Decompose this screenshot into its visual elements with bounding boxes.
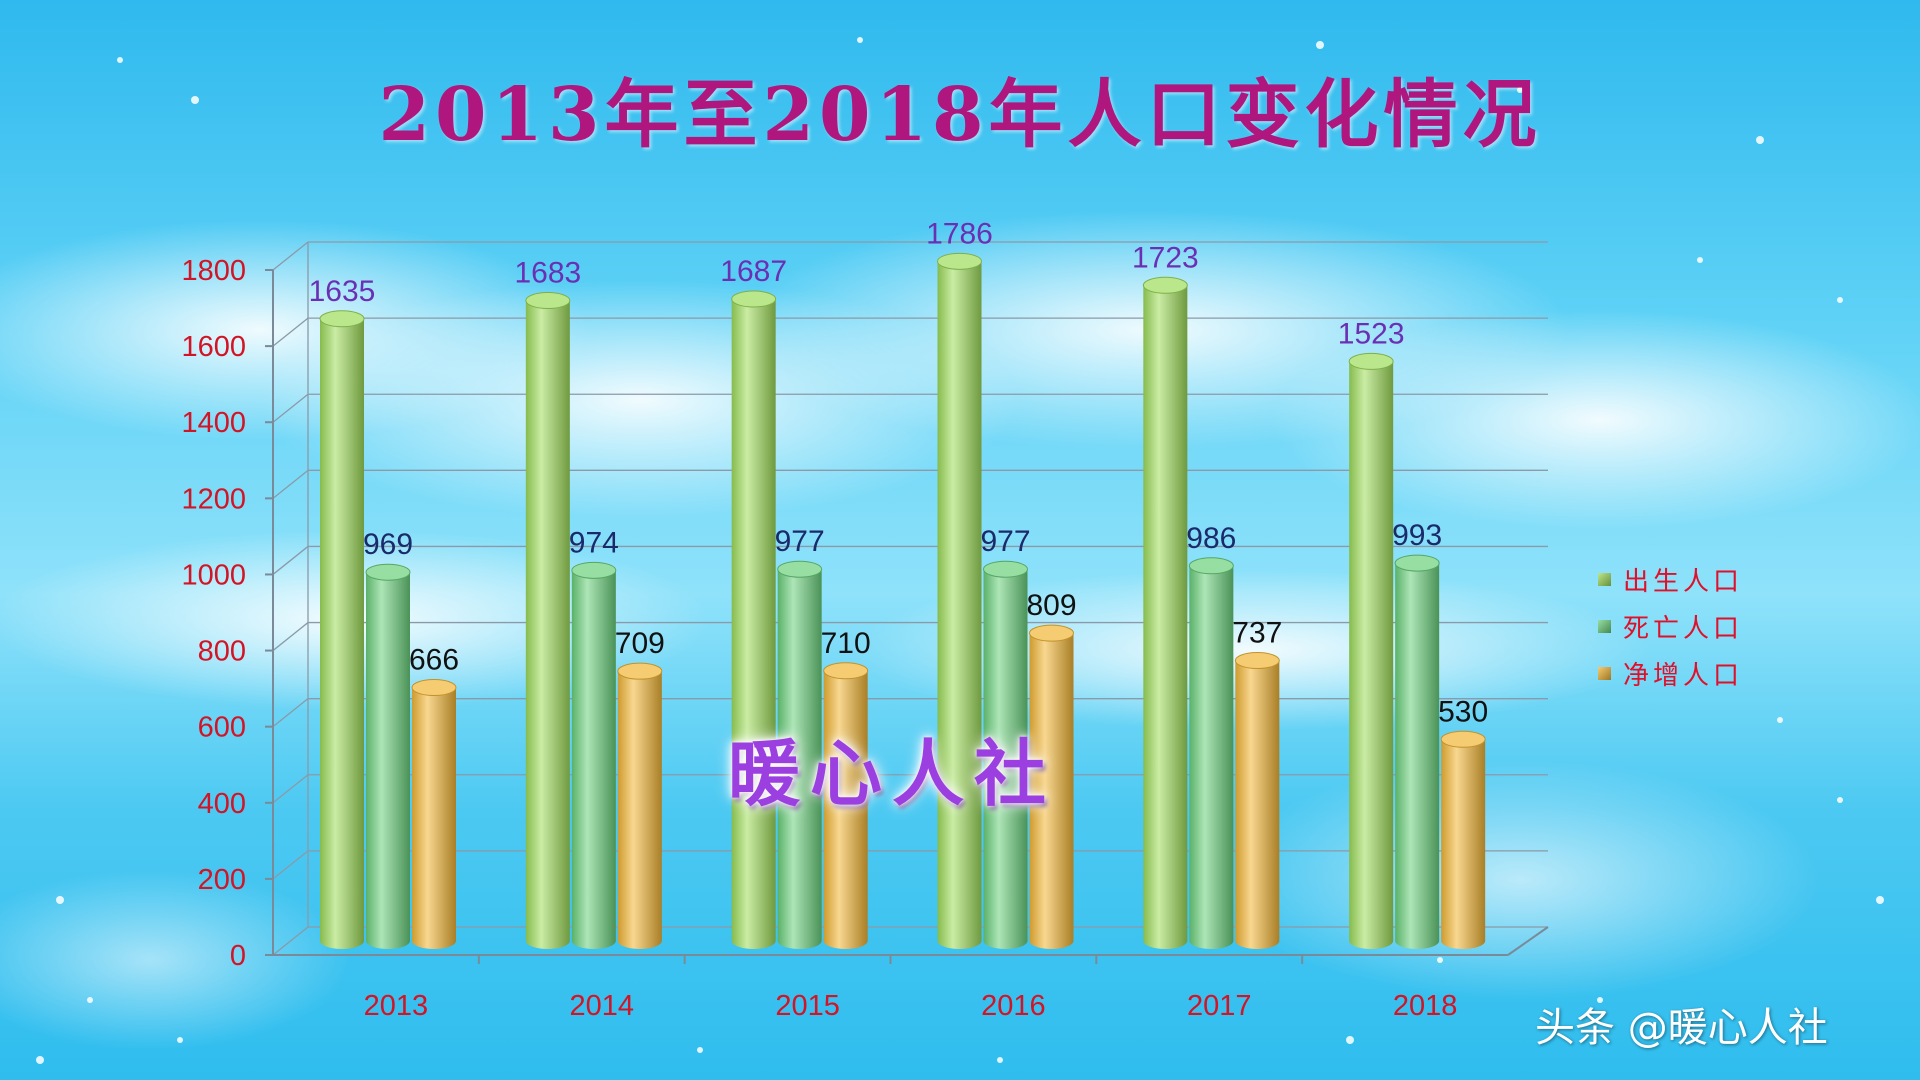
legend-label: 净增人口: [1623, 661, 1744, 691]
footer-watermark: 头条 @暖心人社: [1535, 1005, 1828, 1051]
bar-2017-2: 737: [1232, 617, 1282, 949]
data-label: 993: [1392, 519, 1442, 552]
bar-2016-0: 1786: [926, 217, 993, 950]
data-label: 1683: [514, 257, 581, 290]
gridline-diagonal: [272, 241, 309, 271]
x-axis-depth: [1507, 926, 1549, 956]
data-label: 666: [409, 644, 459, 677]
x-tick-label: 2016: [981, 990, 1046, 1022]
gridline-diagonal: [272, 774, 309, 804]
bar-2016-2: 809: [1026, 589, 1077, 949]
data-label: 809: [1026, 589, 1076, 622]
bars: 1635 969 666 1683 974 709 1687 977 710 1786 977 809…: [309, 217, 1488, 950]
gridline-diagonal: [272, 698, 309, 728]
data-label: 709: [615, 627, 665, 660]
chart-legend: 出生人口死亡人口净增人口: [1598, 556, 1743, 697]
center-watermark: 暖心人社: [728, 731, 1057, 816]
bar-2015-2: 710: [821, 627, 871, 949]
data-label: 977: [980, 525, 1030, 558]
bar-2014-0: 1683: [514, 257, 581, 949]
legend-label: 死亡人口: [1623, 614, 1744, 644]
data-label: 1723: [1132, 241, 1199, 274]
data-label: 530: [1438, 695, 1488, 728]
data-label: 1687: [720, 255, 787, 288]
bar-2013-1: 969: [363, 528, 413, 949]
y-tick-label: 1400: [181, 407, 246, 439]
gridline-diagonal: [272, 545, 309, 575]
bar-2018-1: 993: [1392, 519, 1442, 949]
y-tick-label: 400: [198, 788, 246, 820]
data-label: 986: [1186, 522, 1236, 555]
data-label: 710: [821, 627, 871, 660]
data-label: 974: [569, 526, 619, 559]
y-tick-label: 1200: [181, 483, 246, 515]
gridline-diagonal: [272, 622, 309, 652]
bar-2015-0: 1687: [720, 255, 787, 949]
y-tick-label: 0: [230, 940, 246, 972]
data-label: 1786: [926, 217, 993, 250]
legend-item: 出生人口: [1598, 556, 1743, 603]
x-tick-label: 2018: [1393, 990, 1458, 1022]
data-label: 737: [1232, 617, 1282, 650]
chart-title: 2013年至2018年人口变化情况: [378, 72, 1542, 158]
bar-2014-2: 709: [615, 627, 665, 949]
bar-2014-1: 974: [569, 526, 619, 949]
y-tick-label: 800: [198, 636, 246, 668]
bar-2017-1: 986: [1186, 522, 1236, 949]
legend-item: 死亡人口: [1598, 603, 1743, 650]
bar-2018-0: 1523: [1338, 317, 1405, 949]
bar-2015-1: 977: [775, 525, 825, 949]
y-tick-label: 1600: [181, 331, 246, 363]
gridlines: [272, 241, 1548, 956]
y-tick-label: 200: [198, 864, 246, 896]
bar-2018-2: 530: [1438, 695, 1488, 949]
legend-swatch-icon: [1598, 620, 1611, 633]
bar-2013-0: 1635: [309, 275, 376, 950]
data-label: 1523: [1338, 317, 1405, 350]
y-tick-label: 600: [198, 712, 246, 744]
legend-swatch-icon: [1598, 573, 1611, 586]
x-tick-label: 2013: [364, 990, 429, 1022]
gridline-diagonal: [272, 317, 309, 347]
legend-label: 出生人口: [1623, 567, 1744, 597]
y-tick-label: 1800: [181, 255, 246, 287]
gridline-diagonal: [272, 469, 309, 499]
bar-2016-1: 977: [980, 525, 1031, 949]
bar-2017-0: 1723: [1132, 241, 1199, 950]
bar-2013-2: 666: [409, 644, 459, 949]
gridline-diagonal: [272, 393, 309, 423]
x-tick-label: 2014: [569, 990, 634, 1022]
data-label: 1635: [309, 275, 376, 308]
x-tick-label: 2015: [775, 990, 840, 1022]
legend-swatch-icon: [1598, 667, 1611, 680]
gridline-diagonal: [272, 850, 309, 880]
data-label: 969: [363, 528, 413, 561]
x-tick-label: 2017: [1187, 990, 1252, 1022]
legend-item: 净增人口: [1598, 650, 1743, 697]
y-tick-label: 1000: [181, 559, 246, 591]
gridline-diagonal: [272, 926, 309, 956]
sparkle-icon: [36, 37, 1884, 1064]
data-label: 977: [775, 525, 825, 558]
